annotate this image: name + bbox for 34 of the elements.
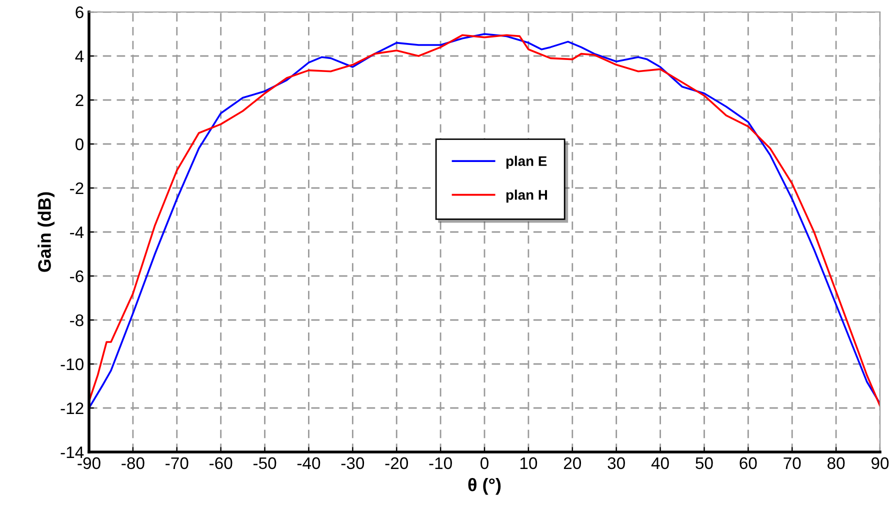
- x-tick-label: 20: [564, 457, 582, 470]
- x-tick-label: 0: [480, 457, 488, 470]
- y-tick-label: 6: [76, 6, 84, 18]
- x-tick-label: 80: [828, 457, 845, 470]
- x-tick-label: -10: [429, 457, 452, 470]
- x-tick-label: -80: [122, 457, 144, 470]
- y-tick-label: -14: [60, 446, 84, 458]
- x-tick-label: 30: [608, 457, 625, 470]
- x-tick-label: -90: [78, 457, 100, 470]
- y-tick-label: -4: [70, 226, 84, 238]
- x-tick-label: -50: [253, 457, 276, 470]
- x-tick-label: -20: [385, 457, 408, 470]
- x-tick-label: -70: [166, 457, 188, 470]
- y-tick-label: -8: [70, 314, 84, 326]
- x-tick-label: -40: [297, 457, 320, 470]
- x-axis-title: θ (°): [468, 478, 501, 495]
- y-tick-label: 4: [75, 50, 84, 62]
- y-tick-label: -6: [70, 270, 84, 282]
- y-tick-label: -12: [60, 402, 84, 414]
- x-tick-label: -30: [341, 457, 364, 470]
- y-tick-label: -2: [70, 182, 84, 194]
- x-tick-label: 60: [740, 457, 757, 470]
- legend-label: plan E: [506, 156, 547, 169]
- y-tick-label: 0: [76, 138, 84, 150]
- x-tick-label: -60: [210, 457, 232, 470]
- x-tick-label: 40: [651, 457, 669, 470]
- x-tick-label: 10: [520, 457, 538, 470]
- y-axis-title: Gain (dB): [38, 192, 54, 272]
- x-tick-label: 50: [696, 457, 713, 470]
- x-tick-label: 70: [784, 457, 801, 470]
- y-tick-label: 2: [76, 94, 84, 106]
- y-tick-label: -10: [60, 358, 84, 370]
- legend-label: plan H: [506, 190, 547, 203]
- x-tick-label: 90: [872, 457, 889, 470]
